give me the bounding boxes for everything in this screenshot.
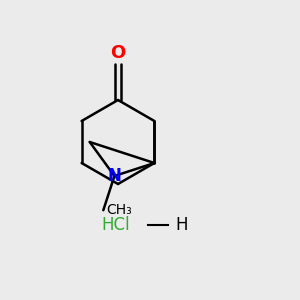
Text: O: O <box>110 44 126 62</box>
Text: CH₃: CH₃ <box>106 203 132 217</box>
Text: N: N <box>107 167 122 185</box>
Text: H: H <box>175 216 188 234</box>
Text: HCl: HCl <box>101 216 130 234</box>
